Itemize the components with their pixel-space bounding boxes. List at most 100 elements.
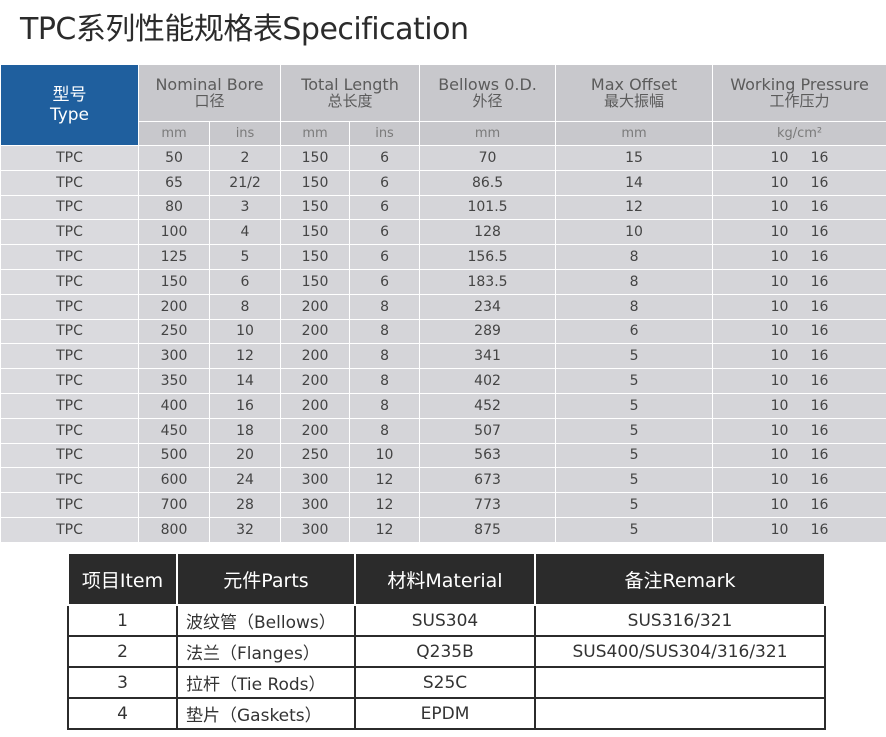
bore-mm-cell: 50: [138, 145, 210, 171]
length-ins-cell: 6: [349, 268, 421, 295]
bore-ins-cell: 14: [208, 368, 282, 394]
spec-row: TPC 350 14 200 8 402 5 10 16: [0, 368, 886, 394]
pressure-low: 10: [770, 373, 789, 390]
spec-row: TPC 100 4 150 6 128 10 10 16: [0, 219, 886, 246]
type-cell: TPC: [0, 467, 139, 494]
od-cell: 183.5: [419, 268, 557, 295]
od-cell: 289: [419, 318, 557, 345]
pressure-high: 16: [810, 447, 829, 464]
length-mm-cell: 200: [280, 343, 351, 370]
length-ins-cell: 6: [349, 169, 421, 196]
bore-mm-cell: 200: [138, 293, 210, 320]
spec-row: TPC 65 21/2 150 6 86.5 14 10 16: [0, 169, 886, 196]
pressure-high: 16: [810, 348, 829, 365]
bore-mm-cell: 500: [138, 442, 210, 469]
od-cell: 101.5: [419, 194, 557, 221]
max-offset-header: Max Offset 最大振幅: [555, 64, 714, 122]
length-mm-cell: 150: [280, 194, 351, 221]
offset-cell: 5: [555, 368, 714, 394]
length-ins-cell: 12: [349, 492, 421, 518]
parts-table: 项目Item 元件Parts 材料Material 备注Remark 1 波纹管（…: [67, 552, 826, 730]
pressure-low: 10: [770, 323, 789, 340]
part-cell: 垫片（Gaskets）: [176, 697, 356, 730]
pressure-cell: 10 16: [712, 516, 886, 543]
bore-mm-cell: 450: [138, 417, 210, 444]
spec-row: TPC 125 5 150 6 156.5 8 10 16: [0, 244, 886, 270]
bore-ins-cell: 8: [208, 293, 282, 320]
pressure-cell: 10 16: [712, 169, 886, 196]
pressure-cell: 10 16: [712, 244, 886, 270]
offset-cell: 14: [555, 169, 714, 196]
length-ins-cell: 8: [349, 293, 421, 320]
type-cell: TPC: [0, 293, 139, 320]
type-cell: TPC: [0, 145, 139, 171]
length-ins-cell: 8: [349, 368, 421, 394]
od-cell: 563: [419, 442, 557, 469]
spec-row: TPC 400 16 200 8 452 5 10 16: [0, 392, 886, 419]
part-cell: 拉杆（Tie Rods）: [176, 666, 356, 699]
pressure-low: 10: [770, 497, 789, 514]
bore-mm-cell: 800: [138, 516, 210, 543]
pressure-cell: 10 16: [712, 318, 886, 345]
pressure-low: 10: [770, 273, 789, 290]
material-cell: EPDM: [354, 697, 536, 730]
pressure-low: 10: [770, 472, 789, 489]
pressure-low: 10: [770, 199, 789, 216]
length-mm-cell: 200: [280, 318, 351, 345]
pressure-cell: 10 16: [712, 492, 886, 518]
od-cell: 128: [419, 219, 557, 246]
spec-row: TPC 600 24 300 12 673 5 10 16: [0, 467, 886, 494]
length-mm-cell: 150: [280, 268, 351, 295]
unit-bore-ins: ins: [208, 121, 282, 146]
offset-cell: 5: [555, 492, 714, 518]
bore-mm-cell: 80: [138, 194, 210, 221]
type-cell: TPC: [0, 194, 139, 221]
material-cell: S25C: [354, 666, 536, 699]
length-mm-cell: 200: [280, 293, 351, 320]
offset-cell: 5: [555, 343, 714, 370]
length-mm-cell: 150: [280, 244, 351, 270]
spec-row: TPC 700 28 300 12 773 5 10 16: [0, 492, 886, 518]
material-header: 材料Material: [354, 552, 536, 606]
length-ins-cell: 6: [349, 219, 421, 246]
type-cell: TPC: [0, 442, 139, 469]
length-mm-cell: 300: [280, 467, 351, 494]
spec-body: TPC 50 2 150 6 70 15 10 16 TPC 65 21/2 150 6 86.5 14 10 1…: [0, 145, 886, 543]
spec-row: TPC 200 8 200 8 234 8 10 16: [0, 293, 886, 320]
pressure-low: 10: [770, 224, 789, 241]
type-cell: TPC: [0, 318, 139, 345]
od-cell: 86.5: [419, 169, 557, 196]
length-ins-cell: 8: [349, 318, 421, 345]
type-cell: TPC: [0, 244, 139, 270]
bore-mm-cell: 125: [138, 244, 210, 270]
unit-length-mm: mm: [280, 121, 351, 146]
offset-cell: 5: [555, 516, 714, 543]
pressure-high: 16: [810, 273, 829, 290]
od-cell: 234: [419, 293, 557, 320]
length-mm-cell: 250: [280, 442, 351, 469]
remark-cell: [534, 697, 826, 730]
item-cell: 2: [67, 635, 178, 668]
item-header: 项目Item: [67, 552, 178, 606]
material-cell: SUS304: [354, 604, 536, 637]
length-mm-cell: 150: [280, 145, 351, 171]
offset-cell: 15: [555, 145, 714, 171]
material-cell: Q235B: [354, 635, 536, 668]
offset-cell: 8: [555, 293, 714, 320]
pressure-high: 16: [810, 174, 829, 191]
offset-cell: 5: [555, 467, 714, 494]
type-cell: TPC: [0, 268, 139, 295]
bore-ins-cell: 32: [208, 516, 282, 543]
offset-cell: 8: [555, 244, 714, 270]
total-length-header: Total Length 总长度: [280, 64, 421, 122]
unit-pressure: kg/cm²: [712, 121, 886, 146]
pressure-cell: 10 16: [712, 442, 886, 469]
bore-ins-cell: 20: [208, 442, 282, 469]
parts-row: 1 波纹管（Bellows） SUS304 SUS316/321: [67, 604, 826, 637]
bore-ins-cell: 5: [208, 244, 282, 270]
page-title: TPC系列性能规格表Specification: [20, 12, 469, 47]
pressure-low: 10: [770, 149, 789, 166]
length-ins-cell: 6: [349, 244, 421, 270]
type-cell: TPC: [0, 417, 139, 444]
bore-ins-cell: 16: [208, 392, 282, 419]
